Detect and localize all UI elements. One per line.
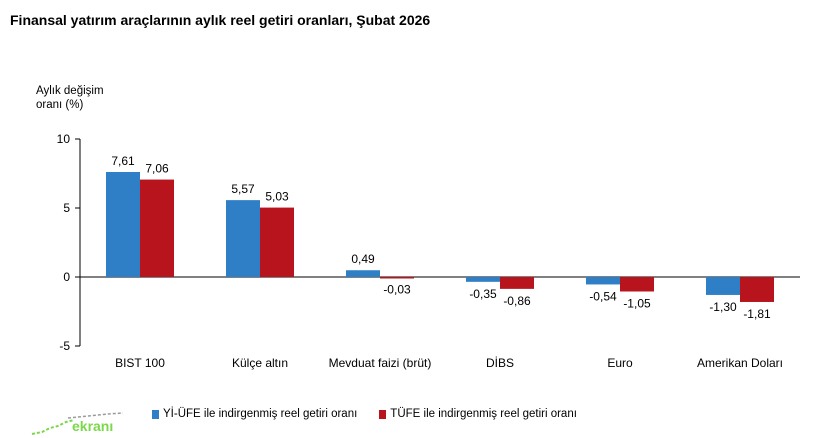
data-label: 7,06 <box>145 162 169 176</box>
legend-swatch-series-2 <box>379 409 387 419</box>
y-tick-label: 5 <box>63 201 70 215</box>
watermark-logo <box>31 412 124 435</box>
x-tick-label: Amerikan Doları <box>697 356 783 370</box>
data-label: -1,30 <box>709 300 737 314</box>
data-label: -0,35 <box>469 287 497 301</box>
bar-series-1 <box>106 171 140 277</box>
legend-swatch-series-1 <box>152 409 159 419</box>
x-tick-label: DİBS <box>486 356 514 370</box>
legend-label-series-2: TÜFE ile indirgenmiş reel getiri oranı <box>390 408 577 420</box>
x-tick-label: Külçe altın <box>232 356 288 370</box>
y-tick-label: 0 <box>63 270 70 284</box>
bar-series-2 <box>140 179 174 277</box>
y-tick-label: -5 <box>59 339 70 353</box>
bar-series-1 <box>586 277 620 285</box>
bar-series-1 <box>226 200 260 277</box>
bar-series-2 <box>260 207 294 277</box>
x-tick-label: Mevduat faizi (brüt) <box>329 356 432 370</box>
bar-chart: 10 5 0 -5 7,61 7,06 BIST 100 5,57 5,03 Külçe altı… <box>57 132 800 370</box>
chart-title: Finansal yatırım araçlarının aylık reel … <box>10 12 431 28</box>
data-label: -0,54 <box>589 289 617 303</box>
data-label: -0,03 <box>383 282 411 296</box>
y-axis-label-line1: Aylık değişim <box>36 85 104 97</box>
data-label: 5,03 <box>265 190 289 204</box>
bar-series-1 <box>346 270 380 277</box>
legend: Yİ-ÜFE ile indirgenmiş reel getiri oranı… <box>152 408 577 420</box>
bar-series-2 <box>380 277 414 279</box>
bar-series-1 <box>466 277 500 282</box>
data-label: 7,61 <box>111 154 135 168</box>
watermark-text: ekranı <box>72 418 114 434</box>
bar-series-2 <box>500 277 534 289</box>
data-label: -0,86 <box>503 294 531 308</box>
legend-item-series-2: TÜFE ile indirgenmiş reel getiri oranı <box>379 408 577 420</box>
legend-label-series-1: Yİ-ÜFE ile indirgenmiş reel getiri oranı <box>163 408 358 420</box>
data-label: -1,05 <box>623 296 651 310</box>
bar-series-1 <box>706 277 740 295</box>
legend-item-series-1: Yİ-ÜFE ile indirgenmiş reel getiri oranı <box>152 408 357 420</box>
data-label: 5,57 <box>231 182 255 196</box>
bar-series-2 <box>740 277 774 302</box>
y-axis-label: Aylık değişim oranı (%) <box>36 84 104 112</box>
y-axis-label-line2: oranı (%) <box>36 99 84 111</box>
data-label: -1,81 <box>743 307 771 321</box>
x-tick-label: Euro <box>607 356 633 370</box>
bar-series-2 <box>620 277 654 292</box>
data-label: 0,49 <box>351 252 375 266</box>
x-tick-label: BIST 100 <box>115 356 165 370</box>
y-tick-label: 10 <box>57 132 71 146</box>
